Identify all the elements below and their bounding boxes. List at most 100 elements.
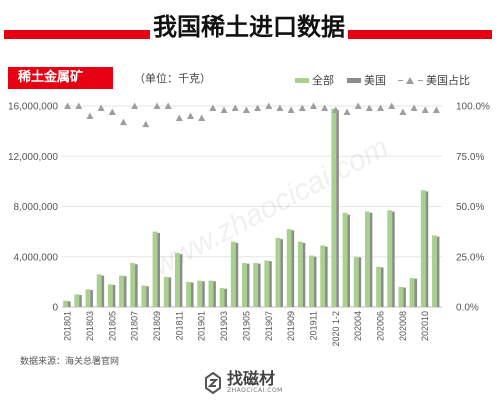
- share-marker: [187, 112, 195, 120]
- legend-item-usa-share: 美国占比: [398, 72, 470, 88]
- bar-all: [398, 286, 404, 307]
- bar-usa: [392, 211, 395, 307]
- share-marker: [242, 106, 250, 114]
- bar-usa: [112, 285, 116, 307]
- share-marker: [298, 104, 306, 112]
- x-tick-label: 201803: [85, 311, 95, 341]
- bar-usa: [90, 290, 93, 307]
- share-marker: [209, 104, 217, 112]
- y2-tick-label: 25.0%: [456, 252, 484, 263]
- bar-usa: [235, 242, 239, 307]
- x-tick-label: 201811: [174, 311, 184, 340]
- bar-usa: [325, 246, 328, 307]
- bar-all: [297, 241, 303, 307]
- bar-all: [119, 275, 124, 307]
- x-tick-label: 202008: [398, 311, 408, 341]
- x-tick-label: 201801: [63, 311, 73, 341]
- share-marker: [198, 114, 206, 122]
- share-marker: [343, 108, 351, 116]
- triangle-marker-icon: [406, 76, 414, 84]
- bar-all: [219, 288, 225, 307]
- data-source: 数据来源：海关总署官网: [20, 357, 120, 367]
- bar-all: [387, 210, 393, 307]
- y2-tick-label: 0.0%: [456, 303, 479, 314]
- unit-label: （单位：千克）: [134, 72, 211, 85]
- share-marker: [354, 102, 362, 109]
- bar-all: [364, 211, 370, 307]
- logo-name: 找磁材: [227, 369, 276, 388]
- bar-usa: [269, 261, 272, 307]
- bar-all: [130, 263, 136, 307]
- bar-usa: [403, 287, 406, 307]
- share-marker: [231, 104, 239, 112]
- share-marker: [131, 102, 139, 109]
- bar-all: [152, 231, 158, 307]
- bar-usa: [302, 242, 306, 307]
- x-tick-label: 2020 1-2: [331, 311, 341, 347]
- title-background: [150, 10, 348, 44]
- share-marker: [97, 104, 105, 112]
- bar-all: [208, 280, 214, 307]
- x-tick-label: 201911: [308, 311, 318, 340]
- share-marker: [265, 102, 273, 109]
- bar-usa: [123, 276, 127, 307]
- legend-dash-right: [418, 79, 423, 81]
- share-marker: [377, 104, 385, 112]
- legend-item-all: 全部: [295, 72, 334, 88]
- bar-all: [264, 260, 270, 307]
- bar-usa: [436, 236, 440, 307]
- y-tick-label: 4,000,000: [14, 252, 59, 263]
- bar-usa: [258, 263, 261, 307]
- bar-usa: [101, 275, 105, 307]
- x-tick-label: 201907: [264, 311, 274, 341]
- y2-tick-label: 75.0%: [456, 152, 484, 163]
- share-marker: [276, 104, 284, 112]
- x-tick-label: 202010: [420, 311, 430, 341]
- bar-usa: [68, 301, 71, 307]
- logo-sub: ZHAOCICAI.COM: [227, 387, 283, 394]
- bar-all: [342, 212, 348, 307]
- bar-all: [96, 274, 102, 307]
- bar-usa: [291, 230, 295, 307]
- bar-all: [275, 237, 281, 307]
- bar-all: [331, 108, 337, 307]
- bar-all: [141, 285, 147, 307]
- x-tick-label: 201809: [152, 311, 162, 341]
- bar-all: [253, 263, 258, 307]
- bar-usa: [280, 239, 283, 307]
- bar-usa: [369, 212, 373, 307]
- x-tick-label: 201807: [130, 311, 140, 341]
- bar-all: [420, 190, 426, 307]
- share-markers: [64, 102, 440, 128]
- bar-all: [74, 294, 80, 307]
- bar-usa: [224, 288, 228, 307]
- x-tick-label: 202006: [376, 311, 386, 341]
- share-marker: [254, 104, 262, 112]
- bar-all: [432, 235, 437, 307]
- share-marker: [153, 102, 161, 109]
- share-marker: [64, 102, 72, 109]
- share-marker: [220, 106, 228, 114]
- bar-all: [186, 281, 191, 307]
- share-marker: [399, 108, 407, 116]
- share-marker: [332, 106, 340, 114]
- bar-usa: [179, 254, 183, 307]
- bar-usa: [146, 286, 149, 307]
- share-marker: [86, 112, 94, 120]
- share-marker: [309, 102, 317, 109]
- logo-mark-icon: [205, 371, 221, 394]
- bar-usa: [358, 257, 362, 307]
- y-tick-label: 8,000,000: [14, 202, 59, 213]
- legend-label-usa-share: 美国占比: [426, 74, 470, 87]
- y2-tick-label: 50.0%: [456, 202, 484, 213]
- bar-all: [107, 284, 113, 307]
- bar-all: [309, 255, 314, 307]
- bar-all: [163, 276, 169, 307]
- bar-all: [409, 278, 415, 307]
- bar-all: [197, 280, 203, 307]
- bar-usa: [202, 281, 205, 307]
- legend-label-all: 全部: [312, 74, 334, 87]
- bar-all: [320, 245, 326, 307]
- bar-all: [286, 229, 292, 307]
- y-tick-label: 0: [52, 303, 58, 314]
